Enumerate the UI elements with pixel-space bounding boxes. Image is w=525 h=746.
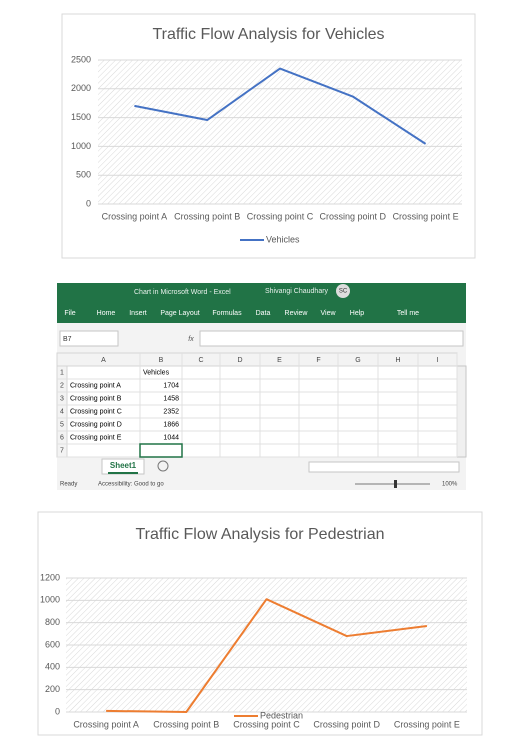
cell: Crossing point E bbox=[70, 434, 122, 441]
status-ready: Ready bbox=[60, 482, 77, 488]
cell: Crossing point D bbox=[70, 421, 122, 428]
x-tick-label: Crossing point B bbox=[174, 211, 240, 221]
window-title: Chart in Microsoft Word - Excel bbox=[134, 289, 231, 296]
row-header: 2 bbox=[60, 382, 64, 389]
formula-bar[interactable] bbox=[199, 330, 464, 347]
ribbon-tab[interactable]: Review bbox=[285, 310, 309, 317]
ribbon-tab[interactable]: Home bbox=[97, 310, 116, 317]
row-header: 4 bbox=[60, 408, 64, 415]
col-header: A bbox=[101, 357, 106, 364]
add-sheet[interactable] bbox=[157, 460, 169, 472]
ribbon-tab[interactable]: View bbox=[320, 310, 336, 317]
row-header: 3 bbox=[60, 395, 64, 402]
user-name: Shivangi Chaudhary bbox=[265, 288, 329, 295]
x-tick-label: Crossing point E bbox=[394, 719, 460, 729]
y-tick-label: 1000 bbox=[71, 141, 91, 151]
y-tick-label: 200 bbox=[45, 684, 60, 694]
y-tick-label: 600 bbox=[45, 639, 60, 649]
y-tick-label: 0 bbox=[86, 198, 91, 208]
x-tick-label: Crossing point D bbox=[313, 719, 380, 729]
y-tick-label: 2000 bbox=[71, 83, 91, 93]
x-tick-label: Crossing point C bbox=[233, 719, 300, 729]
row-header: 1 bbox=[60, 369, 64, 376]
cell: Crossing point C bbox=[70, 408, 122, 415]
col-header: I bbox=[437, 357, 439, 364]
ribbon-tab[interactable]: Formulas bbox=[212, 310, 242, 317]
name-box[interactable] bbox=[59, 330, 119, 347]
col-header: H bbox=[395, 357, 400, 364]
ribbon-tab[interactable]: Insert bbox=[129, 310, 147, 317]
row-header: 5 bbox=[60, 421, 64, 428]
y-tick-label: 1200 bbox=[40, 572, 60, 582]
x-tick-label: Crossing point C bbox=[247, 211, 314, 221]
col-header: C bbox=[198, 357, 203, 364]
user-initials: SC bbox=[339, 289, 348, 295]
y-tick-label: 400 bbox=[45, 662, 60, 672]
cell: 1866 bbox=[163, 421, 179, 428]
v-scrollbar[interactable] bbox=[456, 365, 467, 458]
x-tick-label: Crossing point D bbox=[320, 211, 387, 221]
y-tick-label: 800 bbox=[45, 617, 60, 627]
y-tick-label: 1500 bbox=[71, 112, 91, 122]
y-tick-label: 1000 bbox=[40, 595, 60, 605]
avatar bbox=[336, 284, 350, 298]
legend-label: Vehicles bbox=[266, 234, 300, 244]
ribbon-tab[interactable]: Data bbox=[256, 310, 271, 317]
x-tick-label: Crossing point E bbox=[393, 211, 459, 221]
col-header: F bbox=[316, 357, 320, 364]
data-line bbox=[106, 598, 428, 713]
cell: Crossing point B bbox=[70, 395, 122, 402]
status-zoom: 100% bbox=[442, 482, 458, 488]
ribbon-tab[interactable]: Page Layout bbox=[160, 310, 199, 317]
cell: Vehicles bbox=[143, 369, 170, 376]
ribbon-tab[interactable]: Tell me bbox=[397, 310, 419, 317]
plot-area bbox=[98, 60, 462, 204]
ribbon-tab[interactable]: Help bbox=[350, 310, 365, 317]
x-tick-label: Crossing point A bbox=[73, 719, 139, 729]
name-box-text: B7 bbox=[63, 336, 72, 343]
row-header: 7 bbox=[60, 447, 64, 454]
col-header: D bbox=[237, 357, 242, 364]
chart-title: Traffic Flow Analysis for Vehicles bbox=[152, 26, 384, 43]
x-tick-label: Crossing point A bbox=[102, 211, 168, 221]
cell: 1458 bbox=[163, 395, 179, 402]
cell: 1704 bbox=[163, 382, 179, 389]
status-accessibility: Accessibility: Good to go bbox=[98, 482, 164, 488]
cell: Crossing point A bbox=[70, 382, 121, 389]
cell: 1044 bbox=[163, 434, 179, 441]
y-tick-label: 0 bbox=[55, 706, 60, 716]
y-tick-label: 2500 bbox=[71, 54, 91, 64]
zoom-thumb[interactable] bbox=[394, 480, 397, 488]
y-tick-label: 500 bbox=[76, 170, 91, 180]
row-header: 6 bbox=[60, 434, 64, 441]
x-tick-label: Crossing point B bbox=[153, 719, 219, 729]
col-header: B bbox=[159, 357, 164, 364]
title-ribbon-bg bbox=[57, 283, 466, 323]
sheet-tab: Sheet1 bbox=[110, 461, 137, 470]
data-line bbox=[134, 67, 427, 145]
ribbon-tab[interactable]: File bbox=[64, 310, 75, 317]
col-header: E bbox=[277, 357, 282, 364]
chart-title: Traffic Flow Analysis for Pedestrian bbox=[136, 526, 385, 543]
legend-label: Pedestrian bbox=[260, 710, 303, 720]
h-scrollbar[interactable] bbox=[308, 461, 460, 473]
selected-cell bbox=[139, 443, 183, 458]
fx-label: fx bbox=[188, 336, 194, 343]
col-header: G bbox=[355, 357, 360, 364]
cell: 2352 bbox=[163, 408, 179, 415]
